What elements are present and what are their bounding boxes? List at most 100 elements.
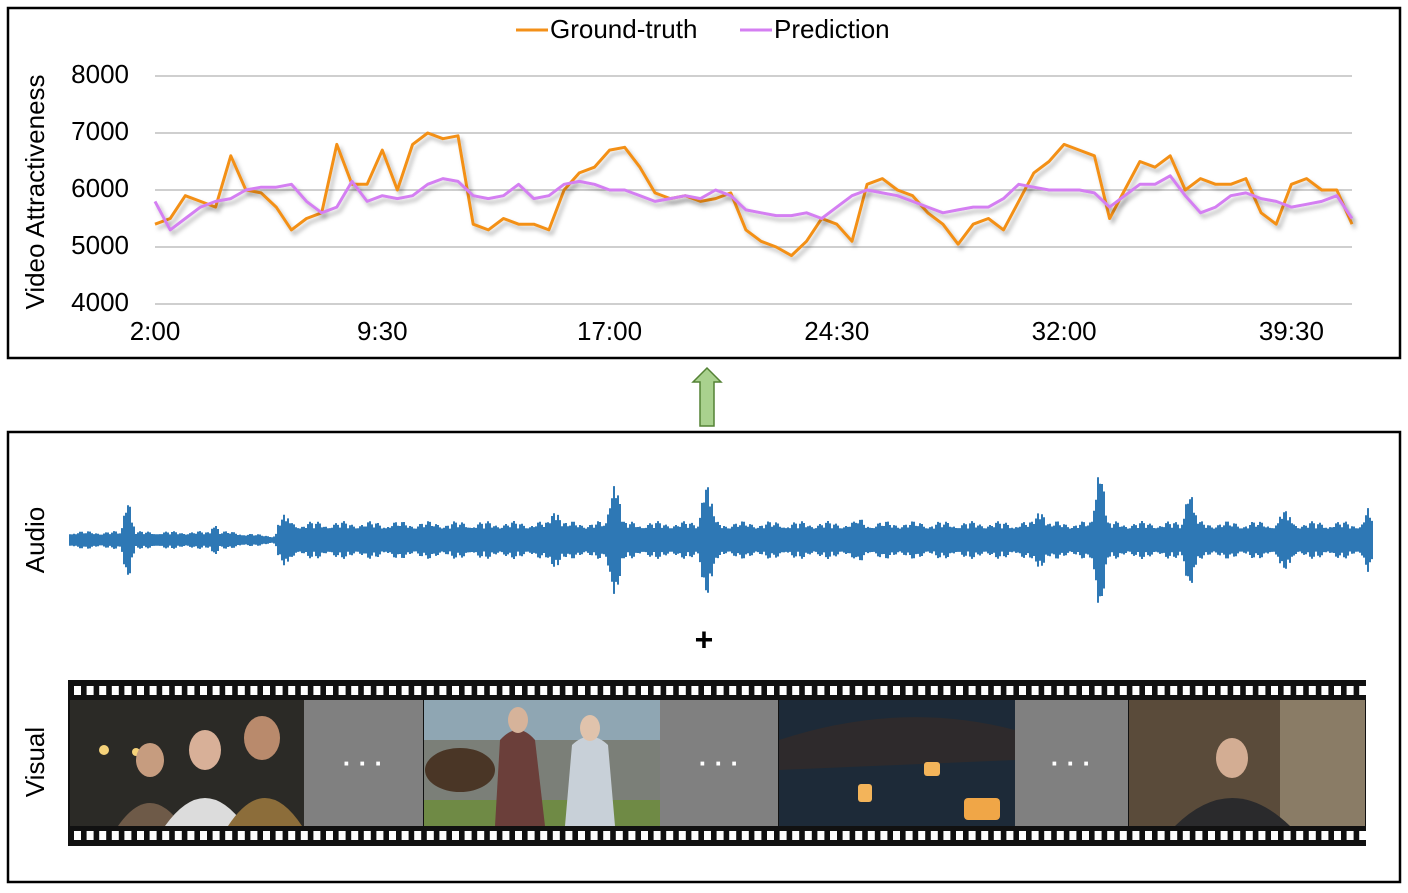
perforation: [527, 831, 535, 840]
y-tick-label: 8000: [71, 59, 129, 89]
perforation: [1044, 686, 1052, 695]
x-tick-label: 39:30: [1259, 316, 1324, 346]
x-tick-label: 9:30: [357, 316, 408, 346]
perforation: [376, 831, 384, 840]
perforation: [842, 831, 850, 840]
frame-detail: [580, 715, 600, 741]
perforation: [515, 831, 522, 840]
x-tick-label: 32:00: [1032, 316, 1097, 346]
perforation: [729, 686, 737, 695]
perforation: [338, 686, 346, 695]
perforation: [149, 686, 157, 695]
perforation: [1220, 831, 1228, 840]
perforation: [1308, 831, 1316, 840]
perforation: [741, 686, 749, 695]
perforation: [212, 686, 220, 695]
perforation: [452, 831, 459, 840]
perforation: [804, 831, 812, 840]
perforation: [137, 831, 144, 840]
perforation: [74, 831, 81, 840]
perforation: [704, 831, 711, 840]
line-series: [153, 174, 1354, 232]
perforation: [74, 686, 81, 695]
perforation: [250, 686, 258, 695]
perforation: [767, 831, 774, 840]
frame-detail: [244, 716, 280, 760]
perforation: [527, 686, 535, 695]
perforation: [200, 686, 207, 695]
perforation: [615, 686, 623, 695]
perforation: [578, 686, 585, 695]
perforation: [1195, 831, 1203, 840]
perforation: [275, 686, 283, 695]
frame-detail: [189, 730, 221, 770]
legend-label: Ground-truth: [550, 14, 697, 44]
perforation: [1107, 686, 1115, 695]
arrow: [691, 366, 723, 427]
perforation: [628, 686, 636, 695]
perforation: [905, 831, 913, 840]
perforation: [956, 831, 963, 840]
perforation: [678, 831, 686, 840]
perforation: [225, 831, 233, 840]
perforation: [389, 686, 396, 695]
perforation: [993, 686, 1001, 695]
perforation: [666, 686, 674, 695]
perforation: [515, 686, 522, 695]
x-tick-label: 2:00: [130, 316, 181, 346]
perforation: [754, 686, 762, 695]
frame-detail: [964, 798, 1000, 820]
frame-detail: [495, 730, 545, 826]
perforation: [1334, 686, 1341, 695]
perforation: [552, 831, 560, 840]
perforation: [1119, 831, 1127, 840]
perforation: [540, 831, 548, 840]
frame-detail: [508, 707, 528, 733]
perforation: [1145, 686, 1152, 695]
perforation: [590, 686, 598, 695]
perforation: [86, 831, 94, 840]
perforation: [263, 686, 270, 695]
perforation: [930, 831, 938, 840]
perforation: [1359, 686, 1367, 695]
perforation: [779, 686, 787, 695]
perforation: [174, 686, 182, 695]
plus-sign: +: [695, 621, 714, 657]
perforation: [1069, 831, 1077, 840]
gap-frame: [1015, 700, 1128, 826]
x-tick-label: 17:00: [577, 316, 642, 346]
frame-detail: [228, 798, 302, 826]
perforation: [1006, 686, 1014, 695]
perforation: [1006, 831, 1014, 840]
gap-dots: · · ·: [1051, 748, 1091, 778]
frame-detail: [99, 745, 109, 755]
perforation: [779, 831, 787, 840]
perforation: [464, 686, 472, 695]
perforation: [237, 831, 245, 840]
y-tick-label: 4000: [71, 287, 129, 317]
perforation: [1069, 686, 1077, 695]
perforation: [275, 831, 283, 840]
perforation: [489, 831, 497, 840]
perforation: [1031, 686, 1039, 695]
perforation: [187, 686, 195, 695]
perforation: [426, 686, 434, 695]
frame-detail: [1175, 798, 1290, 826]
frame-detail: [1216, 738, 1248, 778]
perforation: [729, 831, 737, 840]
perforation: [956, 686, 963, 695]
perforation: [817, 831, 825, 840]
perforation: [855, 831, 863, 840]
perforation: [1082, 686, 1089, 695]
perforation: [376, 686, 384, 695]
perforation: [767, 686, 774, 695]
perforation: [830, 831, 837, 840]
perforation: [351, 831, 359, 840]
perforation: [111, 686, 119, 695]
perforation: [691, 686, 699, 695]
gap-dots: · · ·: [343, 748, 383, 778]
perforation: [1296, 831, 1304, 840]
perforation: [880, 831, 888, 840]
perforation: [1233, 686, 1241, 695]
